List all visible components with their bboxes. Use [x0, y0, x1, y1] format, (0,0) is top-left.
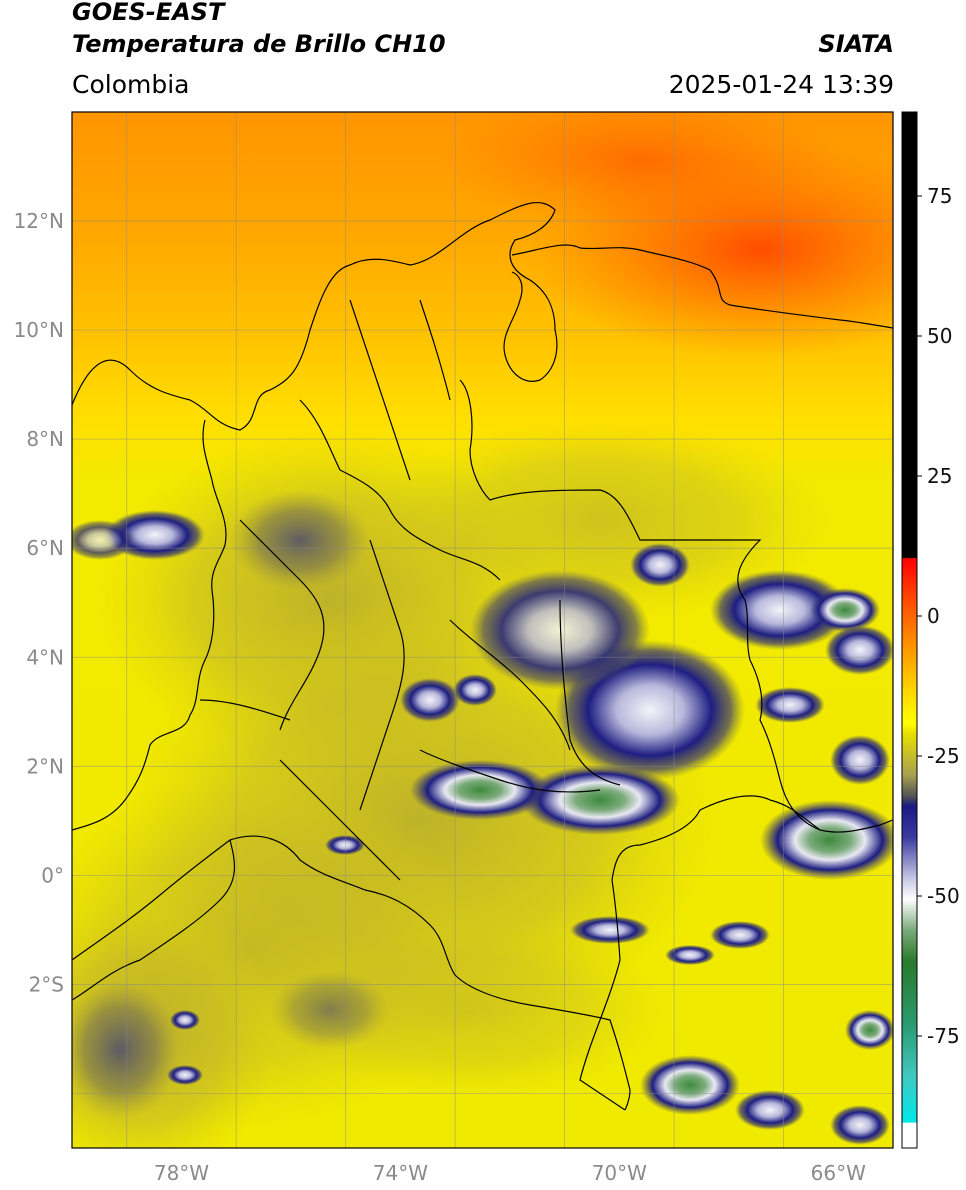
map-title: GOES-EAST — [72, 0, 225, 26]
latitude-tick-label: 2°S — [29, 972, 64, 996]
latitude-tick-label: 12°N — [14, 209, 64, 233]
sub-border-8 — [419, 299, 451, 401]
colorbar-tick-label: 0 — [927, 604, 940, 628]
coastline-pacific — [72, 419, 227, 831]
timestamp-label: 2025-01-24 13:39 — [668, 70, 894, 99]
sub-border-2 — [239, 519, 325, 731]
sub-border-4 — [449, 619, 571, 751]
colorbar-ticks: 75 50 25 0 -25 -50 -75 — [917, 184, 960, 1048]
coastline-venezuela — [511, 244, 893, 329]
longitude-tick-label: 70°W — [592, 1161, 647, 1185]
colorbar-tick-label: -25 — [927, 744, 960, 768]
colorbar — [901, 111, 918, 1149]
map-subtitle: Temperatura de Brillo CH10 — [72, 30, 446, 58]
sub-border-5 — [419, 749, 601, 793]
source-label: SIATA — [818, 30, 894, 58]
sub-border-1 — [299, 399, 501, 581]
border-brazil — [579, 795, 893, 1111]
brightness-temperature-field — [72, 112, 893, 1148]
sub-border-7 — [349, 299, 411, 481]
colorbar-tick-label: 50 — [927, 324, 952, 348]
latitude-tick-label: 8°N — [26, 427, 64, 451]
latitude-tick-label: 6°N — [26, 536, 64, 560]
colorbar-tick-label: -50 — [927, 884, 960, 908]
colorbar-tick-label: 75 — [927, 184, 952, 208]
border-ecuador — [72, 839, 236, 1001]
colorbar-tick-label: 25 — [927, 464, 952, 488]
sub-border-6 — [279, 759, 401, 881]
borders — [72, 201, 893, 1111]
longitude-labels: 78°W 74°W 70°W 66°W — [154, 1161, 866, 1185]
colorbar-tick-label: -75 — [927, 1024, 960, 1048]
border-peru — [72, 835, 631, 1111]
border-venezuela — [459, 379, 821, 831]
coastline-caribbean — [72, 201, 558, 431]
map-frame — [71, 111, 894, 1149]
latitude-labels: 12°N 10°N 8°N 6°N 4°N 2°N 0° 2°S — [14, 209, 64, 996]
sub-border-9 — [559, 599, 621, 786]
longitude-tick-label: 66°W — [811, 1161, 866, 1185]
latitude-tick-label: 0° — [41, 863, 64, 887]
latitude-tick-label: 2°N — [26, 754, 64, 778]
longitude-tick-label: 78°W — [154, 1161, 209, 1185]
latitude-tick-label: 10°N — [14, 318, 64, 342]
longitude-tick-label: 74°W — [373, 1161, 428, 1185]
sub-border-10 — [199, 699, 291, 721]
latitude-tick-label: 4°N — [26, 645, 64, 669]
region-label: Colombia — [72, 70, 190, 99]
graticule — [72, 112, 893, 1148]
sub-border-3 — [359, 539, 405, 811]
